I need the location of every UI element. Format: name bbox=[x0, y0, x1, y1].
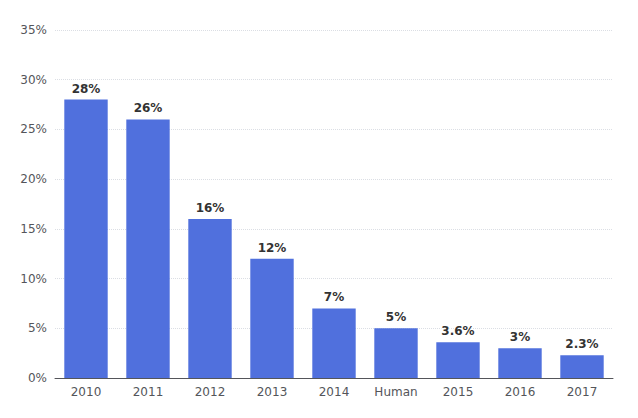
svg-text:10%: 10% bbox=[20, 272, 47, 286]
svg-text:16%: 16% bbox=[196, 201, 225, 215]
svg-text:5%: 5% bbox=[28, 321, 47, 335]
svg-text:0%: 0% bbox=[28, 371, 47, 385]
svg-text:7%: 7% bbox=[324, 290, 344, 304]
svg-text:Human: Human bbox=[374, 385, 417, 399]
svg-text:35%: 35% bbox=[20, 23, 47, 37]
svg-text:2014: 2014 bbox=[319, 385, 350, 399]
svg-text:25%: 25% bbox=[20, 122, 47, 136]
svg-text:2015: 2015 bbox=[443, 385, 474, 399]
svg-text:2.3%: 2.3% bbox=[565, 337, 598, 351]
svg-text:5%: 5% bbox=[386, 310, 406, 324]
svg-text:15%: 15% bbox=[20, 222, 47, 236]
svg-text:30%: 30% bbox=[20, 73, 47, 87]
svg-text:3%: 3% bbox=[510, 330, 530, 344]
svg-text:2012: 2012 bbox=[195, 385, 226, 399]
svg-text:2011: 2011 bbox=[133, 385, 164, 399]
svg-text:26%: 26% bbox=[134, 101, 163, 115]
svg-text:2010: 2010 bbox=[71, 385, 102, 399]
svg-text:28%: 28% bbox=[72, 82, 101, 96]
svg-text:2013: 2013 bbox=[257, 385, 288, 399]
svg-text:20%: 20% bbox=[20, 172, 47, 186]
svg-text:2017: 2017 bbox=[567, 385, 598, 399]
svg-text:12%: 12% bbox=[258, 241, 287, 255]
svg-text:3.6%: 3.6% bbox=[441, 324, 474, 338]
svg-text:2016: 2016 bbox=[505, 385, 536, 399]
